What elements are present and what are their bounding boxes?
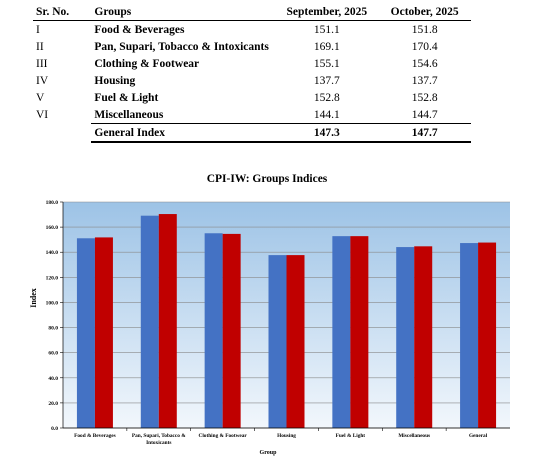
sr-cell: II bbox=[36, 40, 44, 53]
bar bbox=[414, 246, 433, 428]
group-cell: Pan, Supari, Tobacco & Intoxicants bbox=[94, 40, 269, 53]
sr-cell: I bbox=[36, 23, 40, 36]
bar bbox=[350, 236, 369, 428]
x-tick-label: General bbox=[469, 433, 488, 439]
bar bbox=[204, 233, 223, 428]
y-tick-label: 120.0 bbox=[46, 275, 59, 281]
oct-cell: 144.7 bbox=[411, 108, 438, 121]
x-tick-label: Pan, Supari, Tobacco & bbox=[132, 433, 186, 439]
x-tick-label: Miscellaneous bbox=[398, 433, 430, 439]
y-tick-label: 160.0 bbox=[46, 225, 59, 231]
table-row: III Clothing & Footwear 155.1 154.6 bbox=[33, 55, 471, 72]
sep-cell: 137.7 bbox=[313, 74, 340, 87]
oct-cell: 137.7 bbox=[411, 74, 438, 87]
table-total-row: General Index 147.3 147.7 bbox=[33, 123, 471, 143]
sr-cell: VI bbox=[36, 108, 49, 121]
table-row: V Fuel & Light 152.8 152.8 bbox=[33, 89, 471, 106]
col-header-sep: September, 2025 bbox=[275, 3, 379, 21]
sr-cell: IV bbox=[36, 74, 49, 87]
cpi-table: Sr. No. Groups September, 2025 October, … bbox=[33, 3, 471, 143]
sep-cell: 169.1 bbox=[313, 40, 340, 53]
x-tick-label: Intoxicants bbox=[146, 440, 171, 446]
table-row: I Food & Beverages 151.1 151.8 bbox=[33, 21, 471, 39]
sr-cell: V bbox=[36, 91, 45, 104]
bar bbox=[396, 247, 415, 428]
table-header-row: Sr. No. Groups September, 2025 October, … bbox=[33, 3, 471, 21]
x-tick-label: Housing bbox=[277, 433, 296, 439]
table-row: IV Housing 137.7 137.7 bbox=[33, 72, 471, 89]
group-cell: Clothing & Footwear bbox=[94, 57, 200, 70]
col-header-groups: Groups bbox=[91, 3, 276, 21]
table-row: VI Miscellaneous 144.1 144.7 bbox=[33, 106, 471, 124]
y-tick-label: 40.0 bbox=[48, 376, 58, 382]
group-cell: Miscellaneous bbox=[94, 108, 164, 121]
x-tick-label: Fuel & Light bbox=[336, 433, 366, 439]
y-tick-label: 80.0 bbox=[48, 326, 58, 332]
x-tick-label: Clothing & Footwear bbox=[199, 433, 248, 439]
col-header-sr: Sr. No. bbox=[33, 3, 92, 21]
group-cell: Fuel & Light bbox=[94, 91, 159, 104]
y-tick-label: 100.0 bbox=[46, 300, 59, 306]
sep-cell: 144.1 bbox=[313, 108, 340, 121]
sep-cell: 147.3 bbox=[275, 123, 379, 143]
bar bbox=[222, 233, 241, 428]
x-axis-label: Group bbox=[260, 450, 278, 456]
sep-cell: 155.1 bbox=[313, 57, 340, 70]
oct-cell: 152.8 bbox=[411, 91, 438, 104]
oct-cell: 151.8 bbox=[411, 23, 438, 36]
bar bbox=[332, 236, 351, 428]
y-axis-label: Index bbox=[29, 288, 38, 308]
oct-cell: 170.4 bbox=[411, 40, 438, 53]
sep-cell: 152.8 bbox=[313, 91, 340, 104]
y-tick-label: 140.0 bbox=[46, 250, 59, 256]
bars bbox=[76, 214, 497, 428]
y-axis: 0.0 20.0 40.0 60.0 80.0 100.0 120.0 140.0 160.0 1… bbox=[46, 200, 64, 432]
group-cell: Housing bbox=[94, 74, 136, 87]
bar bbox=[76, 238, 95, 428]
bar bbox=[460, 243, 479, 428]
bar bbox=[268, 255, 287, 428]
table-row: II Pan, Supari, Tobacco & Intoxicants 16… bbox=[33, 38, 471, 55]
y-tick-label: 20.0 bbox=[48, 401, 58, 407]
bar bbox=[478, 242, 497, 428]
col-header-oct: October, 2025 bbox=[378, 3, 471, 21]
sr-cell: III bbox=[36, 57, 48, 70]
bar bbox=[286, 255, 305, 428]
chart-title: CPI-IW: Groups Indices bbox=[206, 173, 328, 185]
group-cell: Food & Beverages bbox=[94, 23, 185, 36]
oct-cell: 147.7 bbox=[378, 123, 471, 143]
bar bbox=[158, 214, 177, 428]
y-tick-label: 180.0 bbox=[46, 200, 59, 206]
y-tick-label: 60.0 bbox=[48, 351, 58, 357]
bar bbox=[94, 237, 113, 428]
bar bbox=[140, 215, 159, 428]
sep-cell: 151.1 bbox=[313, 23, 340, 36]
x-tick-label: Food & Beverages bbox=[74, 433, 115, 439]
oct-cell: 154.6 bbox=[411, 57, 438, 70]
x-axis: Food & Beverages Pan, Supari, Tobacco &In… bbox=[63, 427, 510, 446]
group-cell: General Index bbox=[91, 123, 276, 143]
y-tick-label: 0.0 bbox=[51, 426, 58, 432]
